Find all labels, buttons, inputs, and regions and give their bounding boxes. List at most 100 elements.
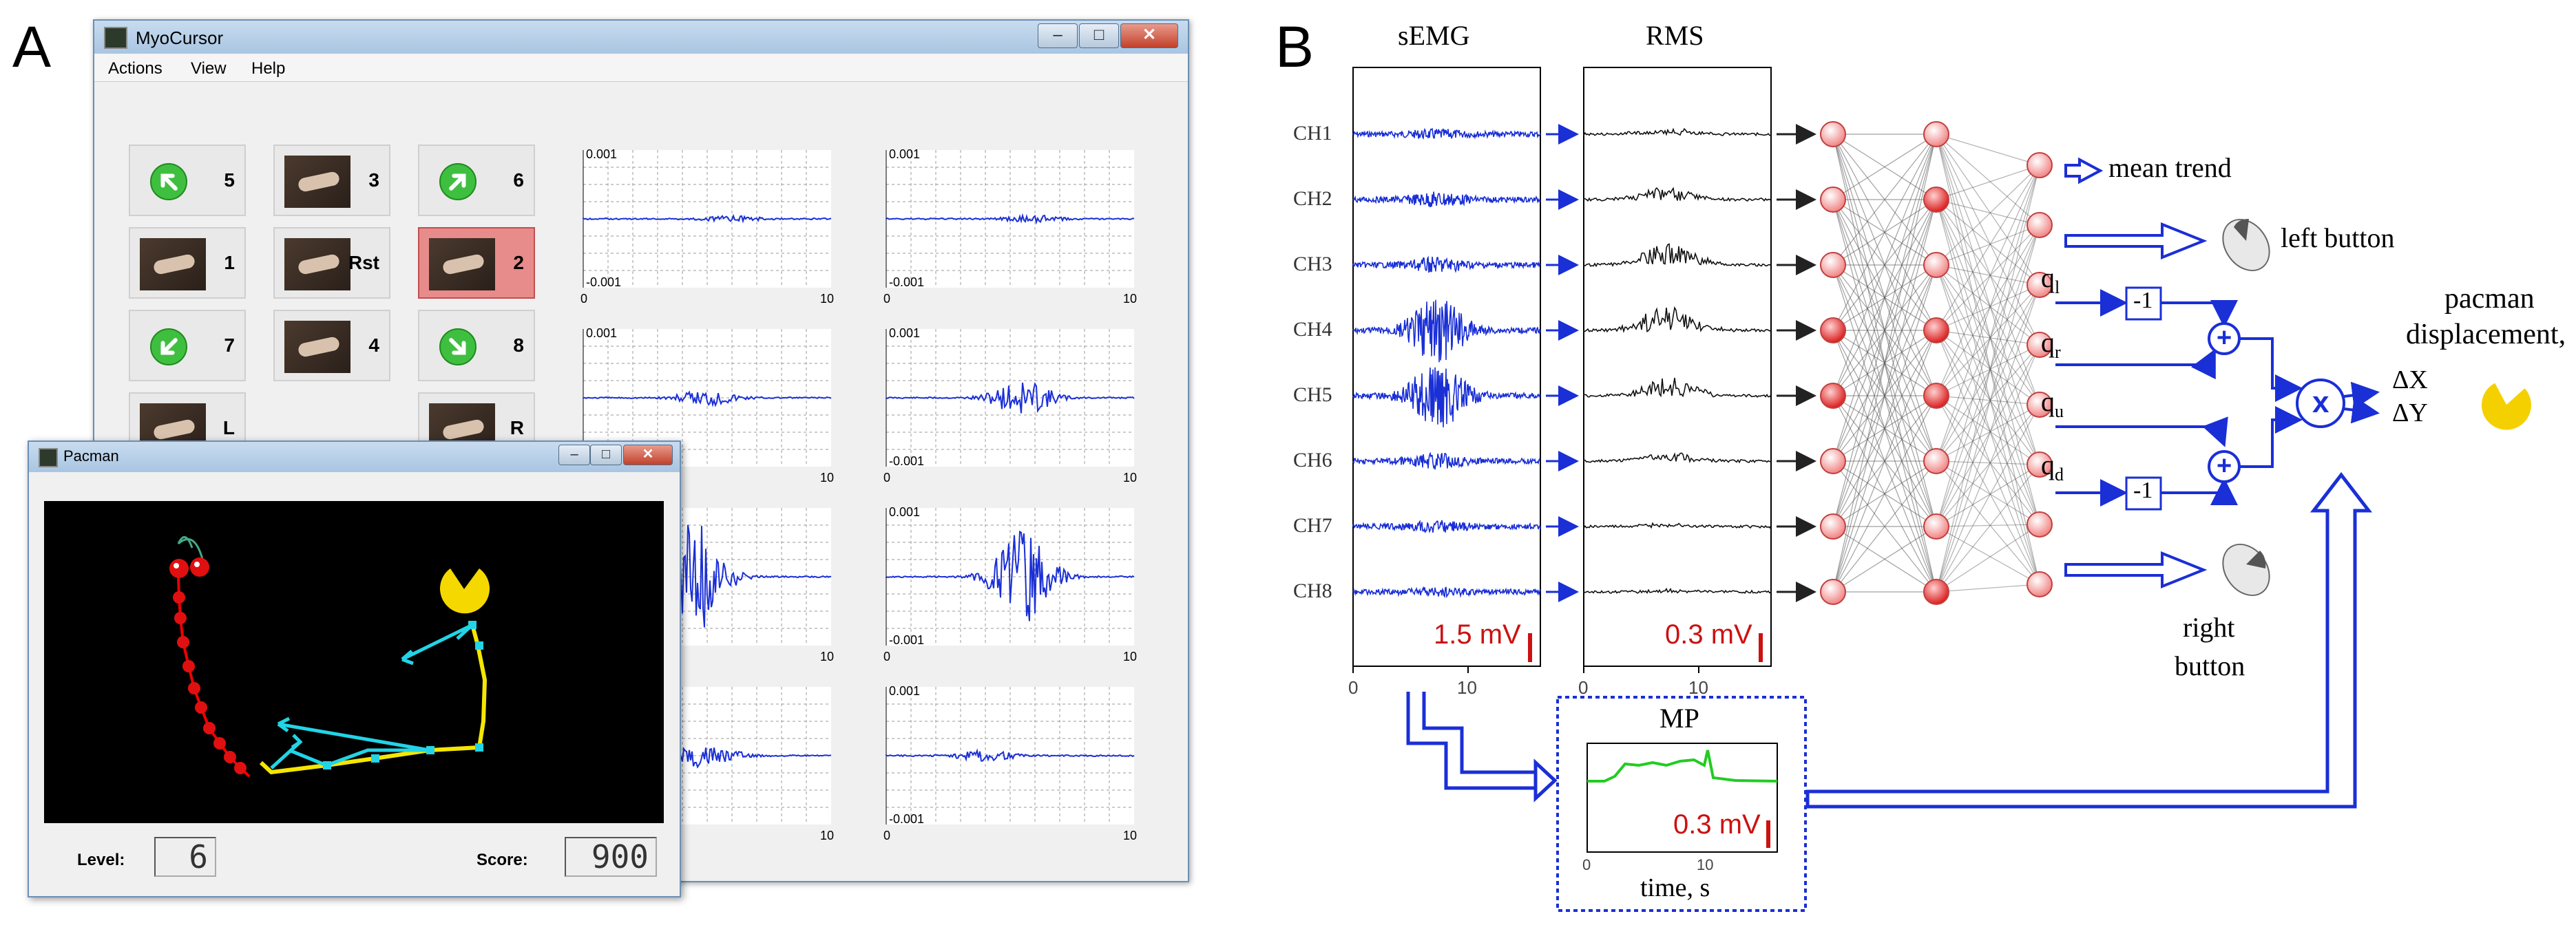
hidden-neuron xyxy=(1923,513,1949,540)
svg-text:10: 10 xyxy=(820,829,834,842)
rms-scale-label: 0.3 mV xyxy=(1665,619,1752,650)
left-mouse-icon xyxy=(2222,218,2270,272)
signal-plot: 0.001 -0.001 0 10 xyxy=(883,147,1137,306)
semg-xtick-10: 10 xyxy=(1457,677,1477,698)
gesture-button-label: 2 xyxy=(513,252,524,273)
pacman-close-button[interactable]: ✕ xyxy=(623,445,673,465)
pacman-game-board[interactable] xyxy=(44,501,664,823)
rms-trace xyxy=(1583,377,1772,398)
sum-node-lower xyxy=(2208,450,2241,483)
signal-plot: 0.001 -0.001 0 10 xyxy=(883,326,1137,485)
pacman-sprite xyxy=(440,568,490,614)
arrow-down-left-icon xyxy=(150,328,187,365)
delta-y-label: ΔY xyxy=(2392,398,2428,427)
menu-actions[interactable]: Actions xyxy=(108,59,163,78)
left-button-label: left button xyxy=(2281,222,2395,253)
negate-box-l xyxy=(2125,286,2162,321)
q-d-label: qd xyxy=(2041,449,2064,485)
q-u-label: qu xyxy=(2041,386,2064,421)
cherry-icon xyxy=(169,536,209,578)
rms-xtick-10: 10 xyxy=(1688,677,1708,698)
semg-trace xyxy=(1352,451,1541,470)
semg-trace xyxy=(1352,191,1541,208)
mp-trace xyxy=(1587,749,1778,783)
mp-title: MP xyxy=(1659,703,1699,734)
pacman-label-1: pacman xyxy=(2444,283,2535,315)
svg-text:0: 0 xyxy=(580,292,587,306)
negate-box-d xyxy=(2125,476,2162,511)
output-neuron xyxy=(2027,272,2053,298)
sum-label-upper: + xyxy=(2217,323,2232,352)
rms-trace xyxy=(1583,243,1772,268)
level-label: Level: xyxy=(77,851,125,869)
gesture-button-label: 4 xyxy=(368,334,379,356)
mean-trend-label: mean trend xyxy=(2108,152,2232,183)
window-title: MyoCursor xyxy=(136,28,224,48)
input-neuron xyxy=(1820,121,1846,147)
hidden-neuron xyxy=(1923,121,1949,147)
svg-text:0.001: 0.001 xyxy=(889,326,920,340)
svg-text:-0.001: -0.001 xyxy=(586,275,621,289)
channel-label-ch7: CH7 xyxy=(1293,514,1332,537)
rms-trace xyxy=(1583,127,1772,138)
signal-traces xyxy=(1352,124,1816,602)
menu-view[interactable]: View xyxy=(191,59,227,78)
direction-arrows xyxy=(270,623,474,769)
svg-text:0.001: 0.001 xyxy=(586,326,617,340)
minimize-button[interactable]: – xyxy=(1038,23,1078,48)
negate-label-d: -1 xyxy=(2133,478,2153,503)
gesture-button-rst[interactable]: Rst xyxy=(273,227,390,299)
output-neuron xyxy=(2027,332,2053,358)
input-neuron xyxy=(1820,383,1846,409)
maximize-button[interactable]: □ xyxy=(1079,23,1119,48)
svg-text:-0.001: -0.001 xyxy=(889,633,924,647)
rms-trace xyxy=(1583,187,1772,202)
svg-text:0: 0 xyxy=(883,650,890,663)
pacman-window[interactable]: Pacman – □ ✕ xyxy=(28,440,681,897)
gesture-button-3[interactable]: 3 xyxy=(273,145,390,216)
q-l-label: ql xyxy=(2041,262,2060,297)
output-pacman-icon xyxy=(2481,383,2531,430)
input-neuron xyxy=(1820,579,1846,605)
panel-letter-b: B xyxy=(1275,14,1315,79)
menu-help[interactable]: Help xyxy=(251,59,286,78)
arrow-up-left-icon xyxy=(150,163,187,200)
pacman-titlebar[interactable]: Pacman – □ ✕ xyxy=(29,442,680,472)
sum-label-lower: + xyxy=(2217,451,2232,480)
output-neuron xyxy=(2027,152,2053,178)
hand-gesture-icon xyxy=(284,156,350,208)
gesture-button-5[interactable]: 5 xyxy=(129,145,246,216)
sum-node-upper xyxy=(2208,322,2241,355)
gesture-button-7[interactable]: 7 xyxy=(129,310,246,381)
gesture-button-8[interactable]: 8 xyxy=(418,310,535,381)
myocursor-window[interactable]: MyoCursor – □ ✕ Actions View Help 5 3 6 1 Rs… xyxy=(93,19,1189,882)
gesture-button-2[interactable]: 2 xyxy=(418,227,535,299)
gesture-button-label: 5 xyxy=(224,169,235,191)
svg-text:10: 10 xyxy=(1123,292,1137,306)
rms-xtick-0: 0 xyxy=(1578,677,1589,698)
semg-trace xyxy=(1352,127,1541,140)
gesture-button-label: 8 xyxy=(513,334,524,356)
delta-x-label: ΔX xyxy=(2392,365,2428,394)
signal-plot: 0.001 -0.001 0 10 xyxy=(580,147,834,306)
mp-xtick-10: 10 xyxy=(1697,856,1714,873)
channel-label-ch2: CH2 xyxy=(1293,187,1332,210)
gesture-button-6[interactable]: 6 xyxy=(418,145,535,216)
channel-label-ch1: CH1 xyxy=(1293,122,1332,145)
svg-text:10: 10 xyxy=(1123,650,1137,663)
myocursor-titlebar[interactable]: MyoCursor – □ ✕ xyxy=(94,21,1188,54)
channel-label-ch4: CH4 xyxy=(1293,318,1332,341)
pacman-minimize-button[interactable]: – xyxy=(558,445,590,465)
semg-trace xyxy=(1352,255,1541,273)
output-neuron xyxy=(2027,392,2053,418)
channel-label-ch6: CH6 xyxy=(1293,449,1332,471)
rms-trace xyxy=(1583,306,1772,334)
pacman-maximize-button[interactable]: □ xyxy=(590,445,622,465)
svg-text:-0.001: -0.001 xyxy=(889,812,924,826)
rms-trace xyxy=(1583,587,1772,595)
gesture-button-4[interactable]: 4 xyxy=(273,310,390,381)
gesture-button-1[interactable]: 1 xyxy=(129,227,246,299)
app-icon xyxy=(104,27,127,49)
right-mouse-icon xyxy=(2222,543,2270,597)
close-button[interactable]: ✕ xyxy=(1120,23,1178,48)
